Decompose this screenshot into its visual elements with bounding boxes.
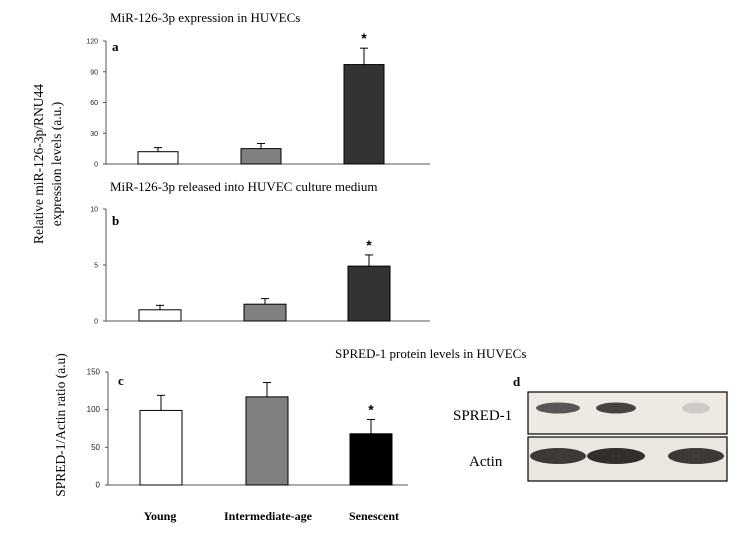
blot-band-spred1 bbox=[682, 402, 710, 414]
chart-a: MiR-126-3p expression in HUVECs a 0 30 60 90 1… bbox=[86, 10, 430, 169]
panel-label-c: c bbox=[118, 373, 124, 388]
category-label-senescent: Senescent bbox=[349, 509, 399, 523]
blot-label-spred1: SPRED-1 bbox=[453, 408, 512, 424]
ylabel-c: SPRED-1/Actin ratio (a.u) bbox=[53, 353, 68, 497]
y-tick-label: 150 bbox=[87, 368, 101, 377]
bar-senescent bbox=[347, 265, 391, 322]
panel-label-d: d bbox=[513, 374, 521, 389]
significance-marker: * bbox=[361, 30, 367, 46]
bar-senescent bbox=[343, 64, 385, 165]
blot-label-actin: Actin bbox=[469, 454, 503, 470]
blot-band-actin bbox=[530, 448, 586, 464]
significance-marker: * bbox=[368, 401, 374, 417]
y-tick-label: 50 bbox=[91, 443, 100, 452]
ylabel-ab-line1: Relative miR-126-3p/RNU44 bbox=[31, 84, 46, 244]
bar-young bbox=[139, 409, 183, 486]
y-tick-label: 5 bbox=[94, 263, 98, 270]
panel-label-a: a bbox=[112, 39, 119, 54]
category-label-young: Young bbox=[144, 509, 177, 523]
y-tick-label: 0 bbox=[94, 319, 98, 326]
blot-band-spred1 bbox=[596, 402, 636, 414]
ylabel-ab-line2: expression levels (a.u.) bbox=[49, 102, 64, 226]
bar-young bbox=[138, 309, 182, 322]
y-tick-label: 10 bbox=[90, 207, 98, 214]
chart-b: MiR-126-3p released into HUVEC culture m… bbox=[90, 179, 430, 326]
bar-intermediate-age bbox=[245, 396, 289, 486]
blot-band-spred1 bbox=[536, 402, 580, 414]
bar-intermediate-age bbox=[243, 303, 287, 322]
western-blot: d SPRED-1 Actin bbox=[453, 374, 728, 482]
bar-intermediate-age bbox=[240, 148, 282, 165]
chart-title-b: MiR-126-3p released into HUVEC culture m… bbox=[110, 179, 378, 194]
category-label-intermediate: Intermediate-age bbox=[224, 509, 313, 523]
blot-band-actin bbox=[668, 448, 724, 464]
bar-young bbox=[137, 151, 179, 165]
blot-band-actin bbox=[587, 448, 645, 464]
chart-c: SPRED-1 protein levels in HUVECs c 0 50 100 1… bbox=[87, 346, 527, 490]
y-tick-label: 100 bbox=[87, 405, 101, 414]
panel-label-b: b bbox=[112, 213, 119, 228]
chart-title-a: MiR-126-3p expression in HUVECs bbox=[110, 10, 300, 25]
chart-title-c: SPRED-1 protein levels in HUVECs bbox=[335, 346, 526, 361]
y-tick-label: 90 bbox=[90, 69, 98, 76]
y-tick-label: 0 bbox=[96, 481, 101, 490]
bar-senescent bbox=[349, 433, 393, 486]
significance-marker: * bbox=[366, 237, 372, 253]
y-tick-label: 0 bbox=[94, 162, 98, 169]
y-tick-label: 30 bbox=[90, 131, 98, 138]
y-tick-label: 60 bbox=[90, 100, 98, 107]
y-tick-label: 120 bbox=[86, 39, 98, 46]
